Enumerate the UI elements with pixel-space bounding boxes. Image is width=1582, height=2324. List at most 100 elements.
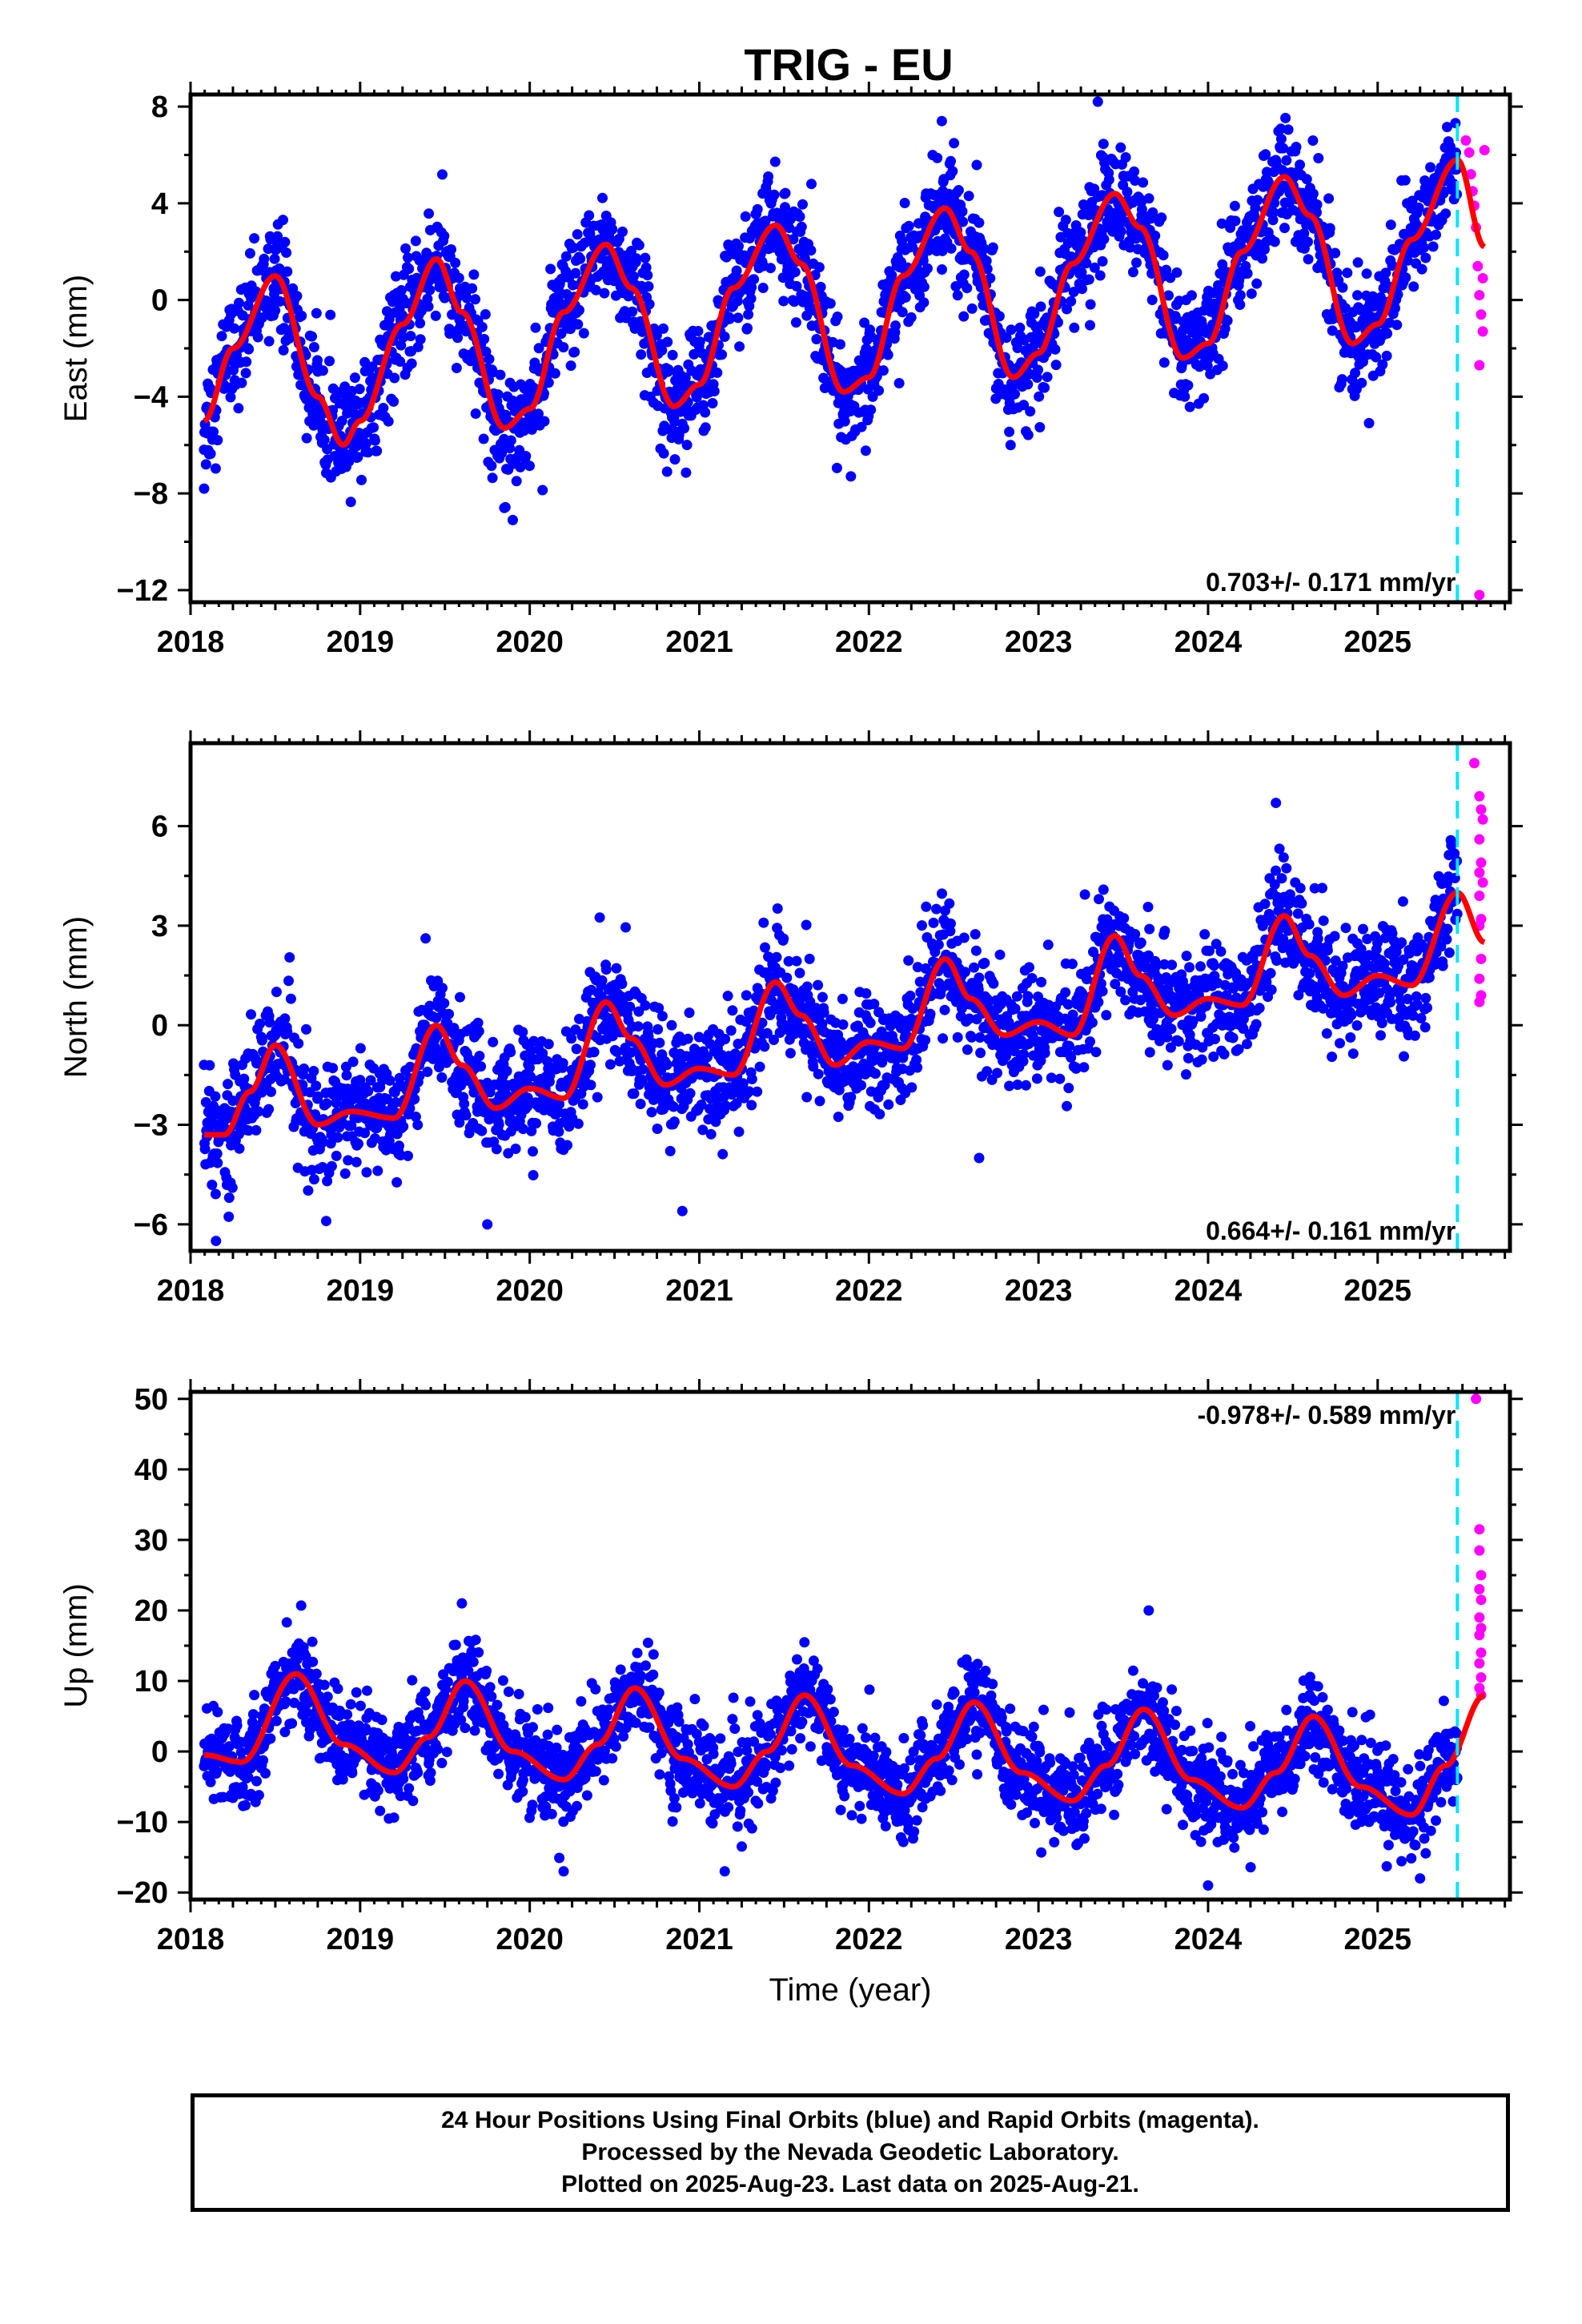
final-point	[1303, 254, 1314, 265]
final-point	[199, 483, 210, 494]
y-tick-label: 8	[151, 90, 168, 124]
final-point	[801, 1092, 813, 1103]
final-point	[952, 1031, 963, 1043]
final-point	[1356, 377, 1367, 388]
final-point	[774, 1027, 785, 1038]
final-point	[493, 1119, 504, 1130]
final-point	[957, 206, 968, 217]
final-point	[1337, 282, 1348, 293]
final-point	[1085, 320, 1095, 331]
final-point	[476, 1061, 487, 1072]
y-tick-label: 4	[151, 187, 168, 221]
final-point	[1050, 344, 1061, 355]
final-point	[1195, 961, 1206, 972]
final-point	[321, 1098, 332, 1109]
final-point	[244, 247, 255, 259]
final-point	[1408, 281, 1419, 292]
final-point	[1081, 974, 1092, 985]
final-point	[585, 1080, 596, 1091]
final-point	[554, 1099, 565, 1110]
final-point	[1260, 149, 1271, 160]
final-point	[1301, 174, 1312, 185]
final-point	[263, 1104, 275, 1115]
final-point	[307, 331, 317, 342]
final-point	[658, 448, 669, 459]
final-point	[1011, 991, 1022, 1002]
final-point	[574, 1013, 584, 1024]
rapid-point	[1460, 135, 1472, 146]
final-point	[530, 322, 541, 333]
final-point	[1440, 208, 1452, 219]
final-point	[1227, 1032, 1239, 1043]
final-point	[312, 1091, 323, 1102]
final-point	[632, 1021, 644, 1032]
final-point	[907, 1003, 918, 1014]
final-point	[1280, 112, 1291, 123]
final-point	[620, 922, 631, 933]
final-point	[813, 979, 824, 991]
final-point	[760, 942, 770, 953]
final-point	[233, 297, 244, 308]
final-point	[1102, 914, 1113, 925]
final-point	[1251, 1019, 1262, 1030]
final-point	[271, 987, 282, 998]
final-point	[705, 1128, 717, 1140]
final-point	[365, 1075, 376, 1086]
final-point	[491, 1144, 502, 1155]
final-point	[1142, 902, 1154, 912]
final-point	[246, 1009, 256, 1020]
final-point	[594, 912, 605, 923]
final-point	[1022, 379, 1034, 390]
final-point	[296, 310, 307, 321]
final-point	[1076, 267, 1087, 278]
final-point	[1281, 862, 1292, 874]
final-point	[789, 296, 800, 308]
final-point	[642, 270, 653, 281]
final-point	[505, 1047, 516, 1058]
final-point	[1184, 401, 1195, 412]
final-point	[1135, 937, 1146, 948]
final-point	[1180, 983, 1191, 994]
final-point	[861, 988, 872, 999]
final-point	[251, 1124, 262, 1136]
final-point	[637, 1063, 648, 1075]
final-point	[928, 917, 939, 928]
final-point	[1012, 343, 1023, 353]
final-point	[1131, 257, 1142, 268]
final-point	[1092, 96, 1103, 107]
final-point	[437, 169, 448, 180]
final-point	[569, 347, 580, 357]
final-point	[628, 1088, 640, 1100]
final-point	[1024, 962, 1034, 973]
final-point	[1166, 959, 1178, 971]
final-point	[633, 239, 644, 251]
final-point	[249, 233, 260, 244]
final-point	[359, 1128, 371, 1139]
final-point	[1089, 183, 1100, 195]
final-point	[865, 1086, 877, 1097]
final-point	[311, 1080, 322, 1092]
final-point	[932, 152, 943, 163]
final-point	[227, 1182, 238, 1193]
final-point	[761, 1027, 773, 1039]
x-tick-label: 2019	[327, 625, 395, 659]
final-point	[1022, 991, 1034, 1002]
final-point	[1390, 303, 1400, 314]
final-point	[912, 962, 923, 973]
final-point	[233, 403, 244, 414]
final-point	[533, 343, 544, 354]
final-point	[1251, 278, 1263, 289]
final-point	[279, 1074, 290, 1085]
final-point	[763, 171, 774, 182]
final-point	[1066, 1052, 1077, 1063]
final-point	[897, 235, 908, 247]
final-point	[596, 991, 607, 1003]
final-point	[877, 365, 889, 376]
final-point	[656, 344, 668, 356]
final-point	[734, 341, 745, 352]
final-point	[406, 358, 417, 369]
final-point	[466, 355, 477, 366]
final-point	[410, 235, 421, 247]
final-point	[1292, 908, 1303, 919]
